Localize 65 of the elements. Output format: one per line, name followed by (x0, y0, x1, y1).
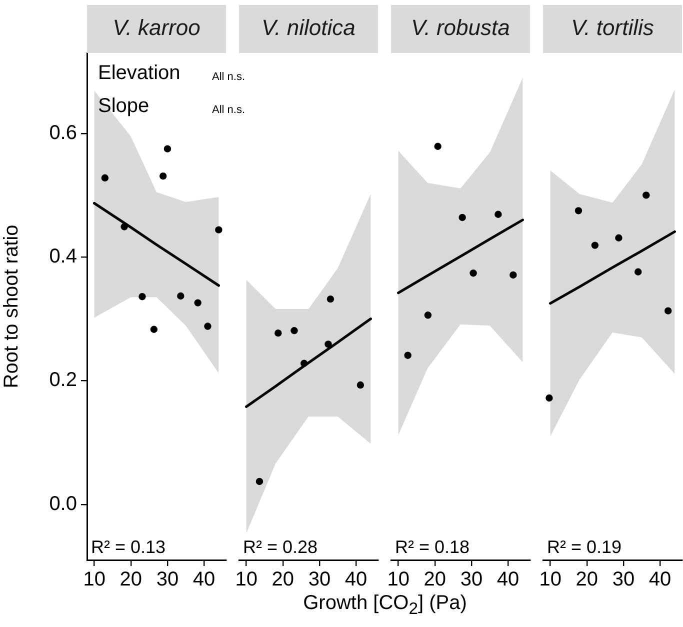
x-tick-label: 40 (496, 568, 520, 591)
point (164, 145, 172, 152)
point (290, 327, 298, 334)
point (324, 340, 332, 348)
x-tick-label: 10 (235, 568, 258, 591)
point (120, 223, 128, 230)
x-tick-label: 20 (424, 568, 446, 591)
point (215, 226, 222, 234)
annotation: All n.s. (212, 104, 246, 117)
annotation: Slope (98, 95, 150, 117)
point (204, 322, 212, 330)
point (424, 312, 432, 319)
x-tick-label: 40 (344, 568, 368, 591)
point (177, 292, 184, 300)
x-tick-label: 20 (576, 568, 598, 591)
annotation: R² = 0.28 (243, 537, 318, 557)
point (300, 360, 308, 367)
x-tick-label: 10 (539, 568, 562, 591)
point (404, 352, 412, 359)
chart-title: V. karroo (112, 15, 200, 40)
point (470, 270, 477, 277)
x-tick-label: 30 (308, 568, 331, 591)
y-tick-label: 0.2 (49, 369, 77, 392)
annotation: R² = 0.18 (395, 537, 470, 557)
point (256, 478, 264, 486)
x-tick-label: 40 (648, 568, 672, 591)
y-tick-label: 0.4 (49, 246, 77, 268)
y-axis-title: Root to shoot ratio (0, 224, 23, 388)
x-tick-label: 20 (272, 568, 294, 591)
x-tick-label: 10 (83, 568, 106, 591)
point (194, 299, 202, 306)
point (634, 268, 642, 276)
point (356, 381, 364, 389)
point (434, 142, 442, 150)
point (664, 307, 672, 314)
x-tick-label: 30 (156, 568, 179, 591)
point (101, 174, 109, 182)
chart-title: V. nilotica (262, 15, 356, 40)
point (510, 271, 517, 279)
point (574, 207, 582, 214)
x-tick-label: 30 (612, 568, 635, 591)
point (159, 172, 167, 180)
annotation: All n.s. (212, 71, 246, 84)
point (546, 394, 553, 402)
point (591, 242, 599, 249)
x-tick-label: 20 (120, 568, 142, 591)
chart-title: V. tortilis (571, 15, 654, 40)
point (274, 329, 282, 337)
point (458, 214, 466, 222)
x-tick-label: 40 (192, 568, 216, 591)
point (150, 326, 158, 333)
y-tick-label: 0.6 (49, 122, 77, 144)
point (138, 293, 146, 300)
x-tick-label: 10 (387, 568, 410, 591)
point (494, 210, 502, 218)
point (615, 234, 622, 242)
annotation: R² = 0.13 (91, 537, 166, 557)
y-tick-label: 0.0 (49, 492, 77, 515)
x-axis-title: Growth [CO$_{2}$] (Pa) (302, 592, 468, 619)
point (642, 192, 650, 199)
point (326, 295, 334, 303)
annotation: Elevation (98, 62, 180, 84)
x-tick-label: 30 (460, 568, 483, 591)
annotation: R² = 0.19 (547, 537, 622, 557)
chart-title: V. robusta (411, 15, 510, 40)
